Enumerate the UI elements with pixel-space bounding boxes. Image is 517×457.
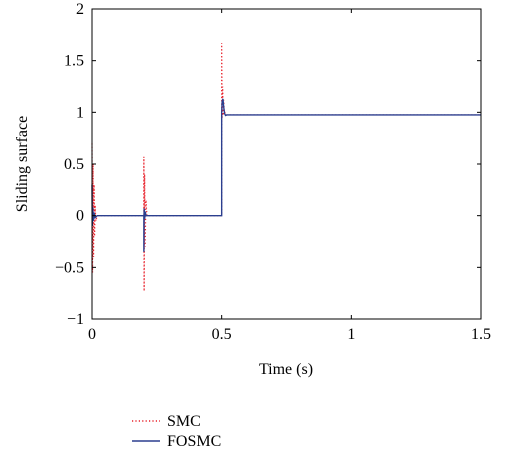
x-tick-label: 0	[88, 326, 96, 343]
legend-label-smc: SMC	[167, 413, 201, 430]
y-tick-label: 1.5	[64, 53, 84, 70]
legend: SMC FOSMC	[132, 413, 221, 450]
y-tick-label: 2	[76, 1, 84, 18]
legend-label-fosmc: FOSMC	[167, 433, 221, 450]
x-axis-label: Time (s)	[259, 361, 313, 378]
x-tick-label: 1	[347, 326, 355, 343]
y-axis-label: Sliding surface	[14, 116, 31, 212]
x-tick-label: 0.5	[212, 326, 232, 343]
ticks-layer: 0 0.5 1 1.5 −1 −0.5 0 0.5 1 1.5 2	[55, 1, 491, 343]
y-tick-label: 0	[76, 208, 84, 225]
y-tick-label: −0.5	[55, 259, 84, 276]
y-tick-label: 1	[76, 104, 84, 121]
y-tick-label: −1	[67, 311, 84, 328]
series-layer	[91, 43, 481, 292]
series-line-fosmc	[91, 98, 481, 252]
x-tick-label: 1.5	[471, 326, 491, 343]
y-tick-label: 0.5	[64, 156, 84, 173]
